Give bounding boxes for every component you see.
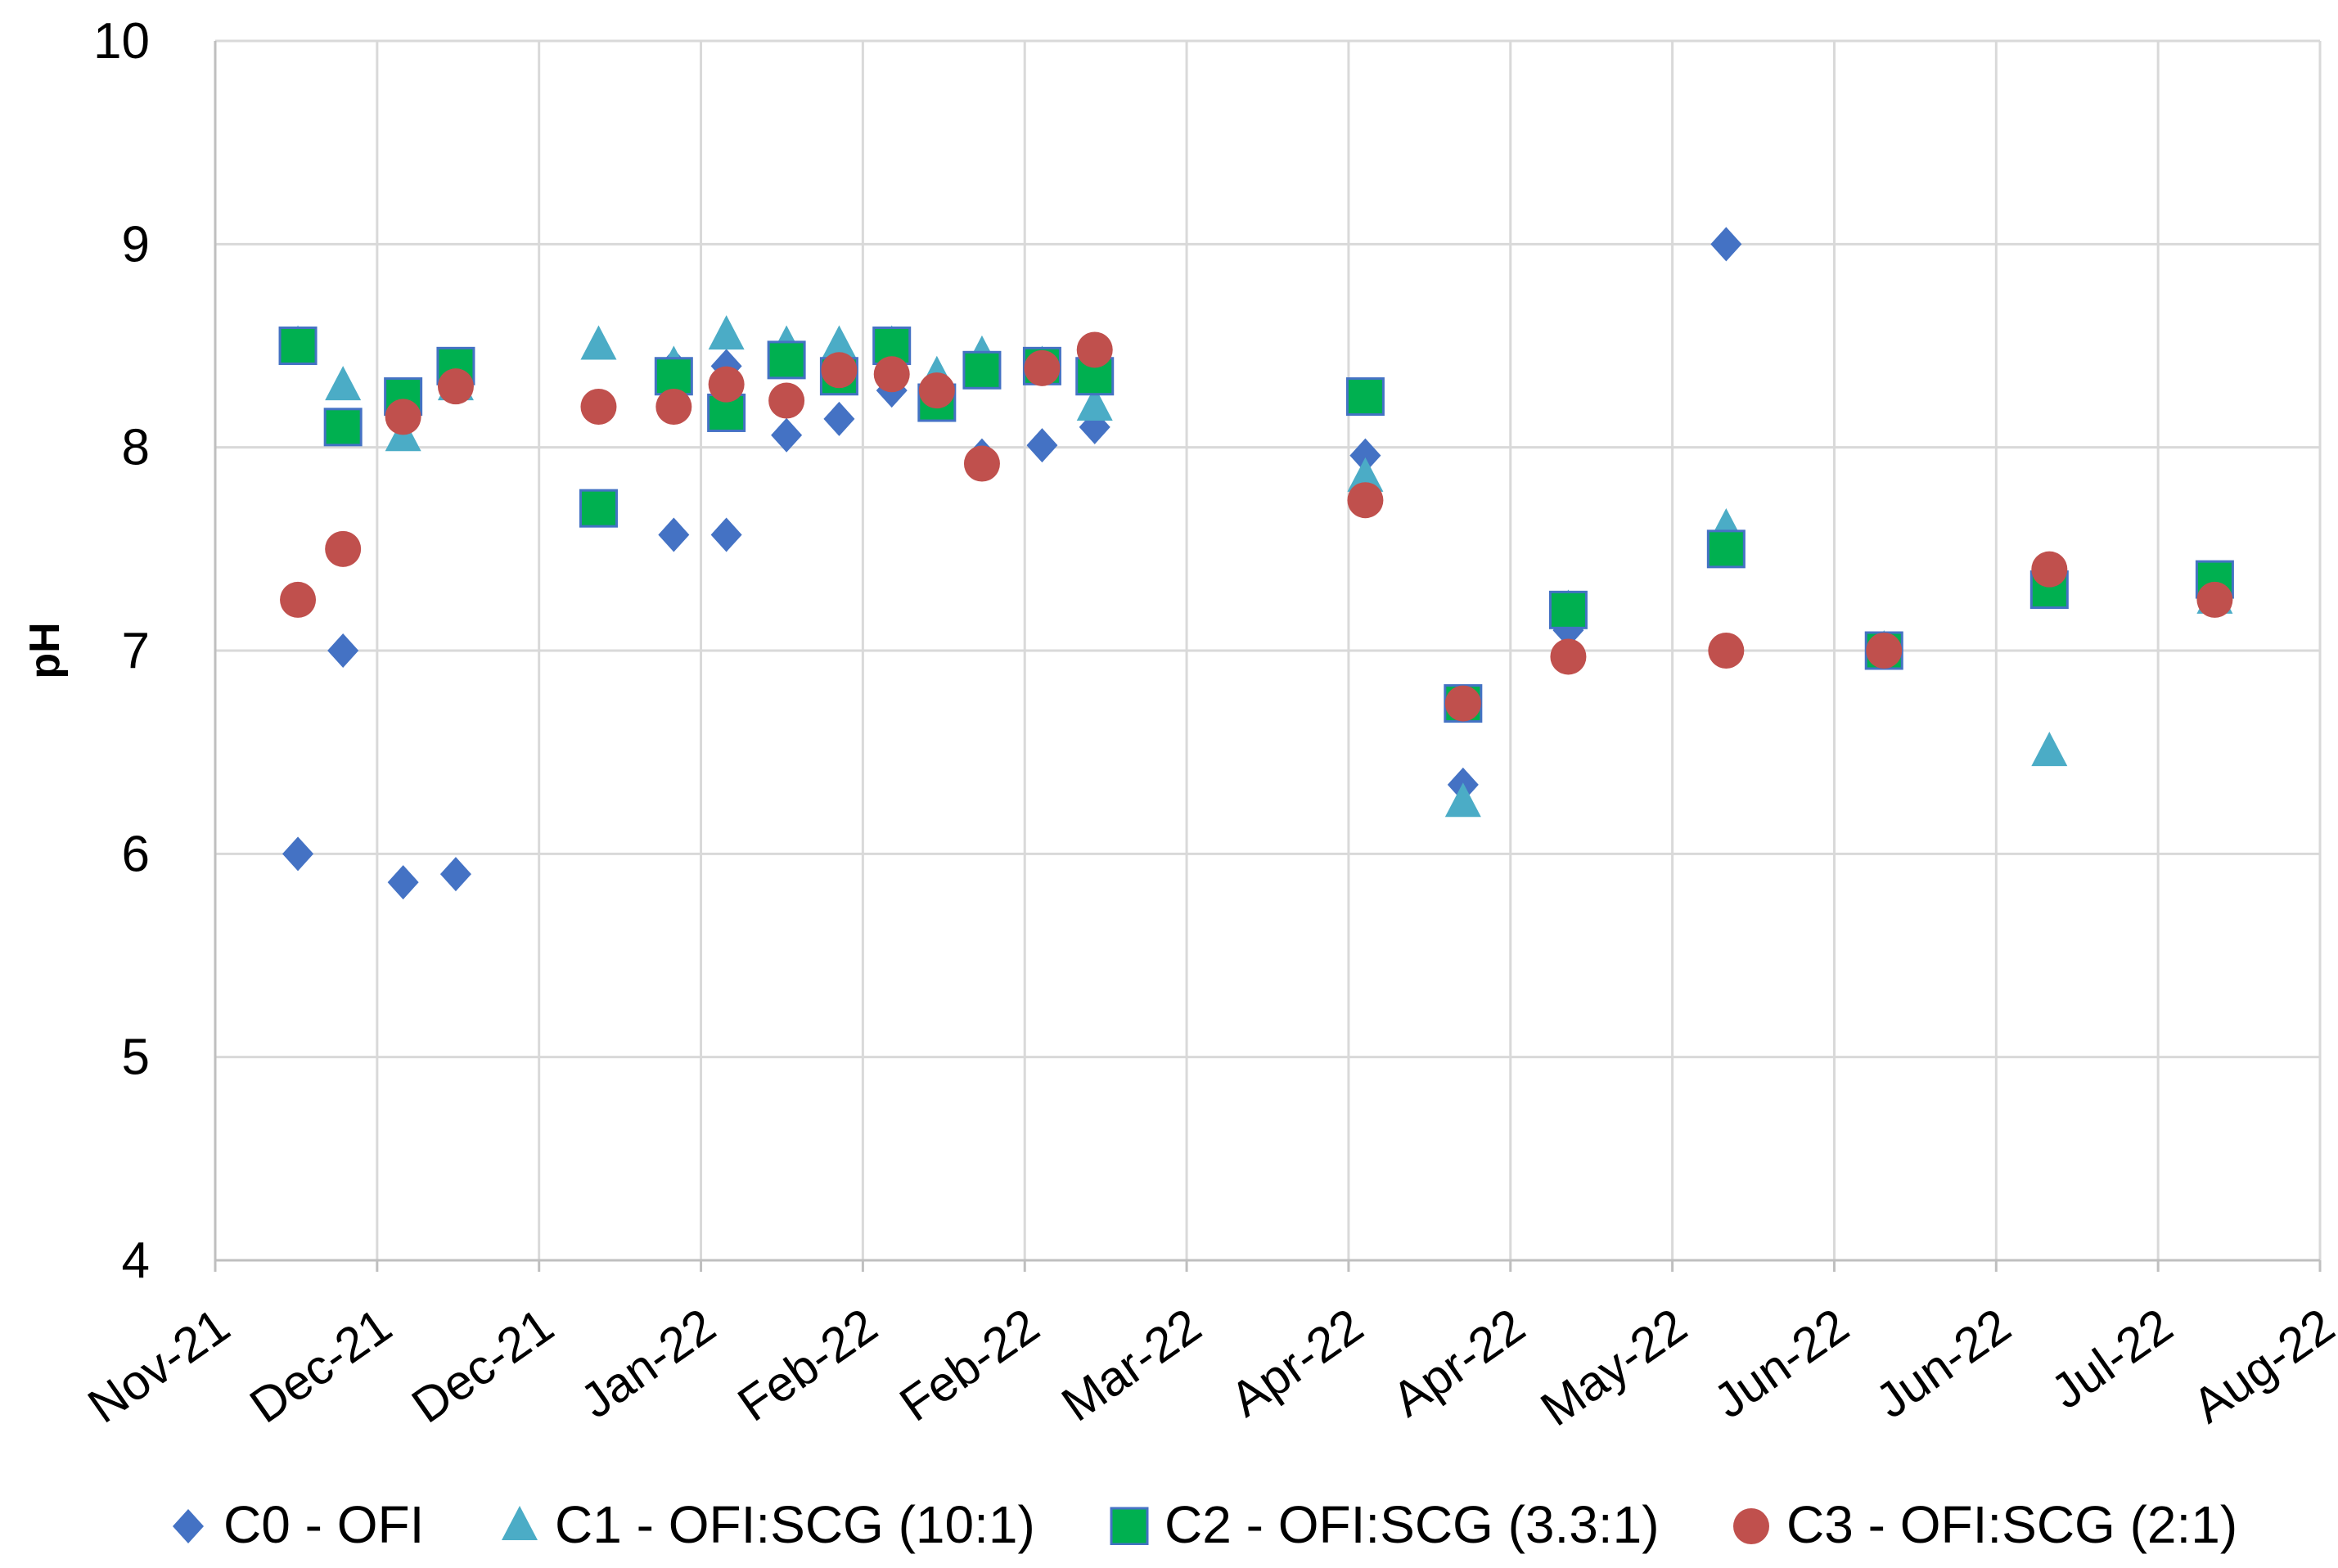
legend-item: C0 - OFI — [168, 1488, 424, 1561]
legend-marker — [1733, 1508, 1769, 1544]
gridlines — [215, 39, 2322, 1260]
circle-point — [280, 581, 317, 618]
square-point — [1706, 529, 1746, 569]
y-tick-label: 9 — [122, 216, 150, 273]
square-point — [962, 350, 1002, 390]
circle-point — [655, 389, 692, 425]
legend: C0 - OFI C1 - OFI:SCG (10:1) C2 - OFI:SCG … — [0, 1488, 2338, 1561]
diamond-point — [387, 865, 419, 900]
series-1 — [280, 315, 2233, 818]
diamond-point — [1349, 438, 1381, 473]
circle-point — [1866, 633, 1903, 669]
legend-marker — [173, 1509, 204, 1543]
triangle-point — [1076, 386, 1113, 421]
legend-marker-diamond-icon — [173, 1509, 204, 1543]
square-point — [1345, 377, 1385, 417]
circle-point — [1024, 349, 1061, 386]
diamond-point — [771, 417, 803, 453]
square-point — [323, 408, 363, 447]
series-3 — [280, 331, 2233, 722]
x-tick-label: Feb-22 — [890, 1298, 1049, 1432]
circle-point — [2031, 551, 2068, 588]
x-tick-label: Dec-21 — [240, 1298, 401, 1434]
x-tick-label: Jun-22 — [1704, 1298, 1858, 1429]
diamond-point — [710, 517, 742, 552]
y-tick-label: 7 — [122, 623, 150, 679]
legend-label: C1 - OFI:SCG (10:1) — [555, 1495, 1035, 1554]
circle-point — [821, 352, 858, 389]
y-tick-label: 6 — [122, 826, 150, 882]
legend-marker-square-icon — [1110, 1507, 1149, 1545]
x-tick-label: May-22 — [1531, 1298, 1696, 1437]
data-points — [278, 227, 2234, 900]
x-tick-label: Apr-22 — [1382, 1298, 1534, 1427]
circle-point — [1444, 685, 1481, 722]
circle-point — [1550, 638, 1587, 675]
square-point — [579, 489, 618, 528]
diamond-point — [658, 517, 690, 552]
x-tick-label: Aug-22 — [2183, 1298, 2338, 1434]
legend-marker-triangle-icon — [502, 1506, 538, 1540]
square-point — [767, 340, 806, 380]
x-axis-ticks: Nov-21 Dec-21 Dec-21 Jan-22 Feb-22 Feb-22 Mar-… — [79, 1298, 2338, 1437]
x-tick-label: Mar-22 — [1052, 1298, 1210, 1432]
x-tick-label: Feb-22 — [728, 1298, 887, 1432]
axes — [214, 41, 2322, 1272]
circle-point — [1347, 482, 1384, 519]
circle-point — [768, 382, 805, 419]
circle-point — [873, 356, 910, 393]
legend-label: C2 - OFI:SCG (3.3:1) — [1164, 1495, 1660, 1554]
triangle-point — [821, 325, 858, 360]
series-0 — [282, 227, 2231, 900]
y-tick-label: 10 — [93, 13, 150, 70]
triangle-point — [580, 325, 617, 360]
triangle-point — [1444, 782, 1481, 818]
square-point — [872, 327, 912, 365]
circle-point — [2196, 581, 2233, 618]
circle-point — [1076, 331, 1113, 368]
triangle-point — [1347, 457, 1384, 492]
diamond-point — [823, 401, 855, 436]
diamond-point — [439, 857, 471, 892]
legend-marker — [502, 1506, 538, 1540]
series-2 — [278, 327, 2234, 723]
diamond-point — [1710, 227, 1742, 262]
x-tick-label: Apr-22 — [1220, 1298, 1372, 1427]
legend-marker-circle-icon — [1733, 1508, 1769, 1544]
diamond-point — [327, 633, 359, 668]
circle-point — [918, 372, 955, 409]
circle-point — [580, 389, 617, 425]
legend-label: C0 - OFI — [223, 1495, 425, 1554]
legend-item: C2 - OFI:SCG (3.3:1) — [1109, 1488, 1660, 1561]
x-tick-label: Jul-22 — [2041, 1298, 2182, 1420]
circle-point — [708, 366, 745, 403]
legend-item: C1 - OFI:SCG (10:1) — [499, 1488, 1035, 1561]
x-tick-label: Dec-21 — [402, 1298, 563, 1434]
triangle-point — [2031, 732, 2068, 767]
triangle-point — [325, 366, 362, 401]
x-tick-label: Nov-21 — [79, 1298, 240, 1434]
square-point — [1548, 590, 1588, 629]
x-tick-label: Jun-22 — [1866, 1298, 2020, 1429]
y-axis-label: pH — [21, 622, 69, 678]
square-point — [278, 327, 318, 365]
y-tick-label: 5 — [122, 1030, 150, 1086]
square-point — [654, 357, 693, 396]
triangle-point — [708, 315, 745, 350]
circle-point — [1708, 633, 1745, 669]
circle-point — [325, 530, 362, 567]
legend-label: C3 - OFI:SCG (2:1) — [1786, 1495, 2238, 1554]
diamond-point — [1026, 428, 1058, 463]
diamond-point — [282, 836, 314, 872]
circle-point — [385, 399, 421, 435]
y-tick-label: 8 — [122, 420, 150, 476]
x-tick-label: Jan-22 — [570, 1298, 725, 1429]
circle-point — [963, 445, 1000, 482]
y-tick-label: 4 — [122, 1232, 150, 1289]
legend-marker — [1110, 1507, 1149, 1545]
legend-item: C3 - OFI:SCG (2:1) — [1731, 1488, 2237, 1561]
y-axis-ticks: 4 5 6 7 8 9 10 — [93, 13, 150, 1289]
circle-point — [437, 368, 474, 405]
